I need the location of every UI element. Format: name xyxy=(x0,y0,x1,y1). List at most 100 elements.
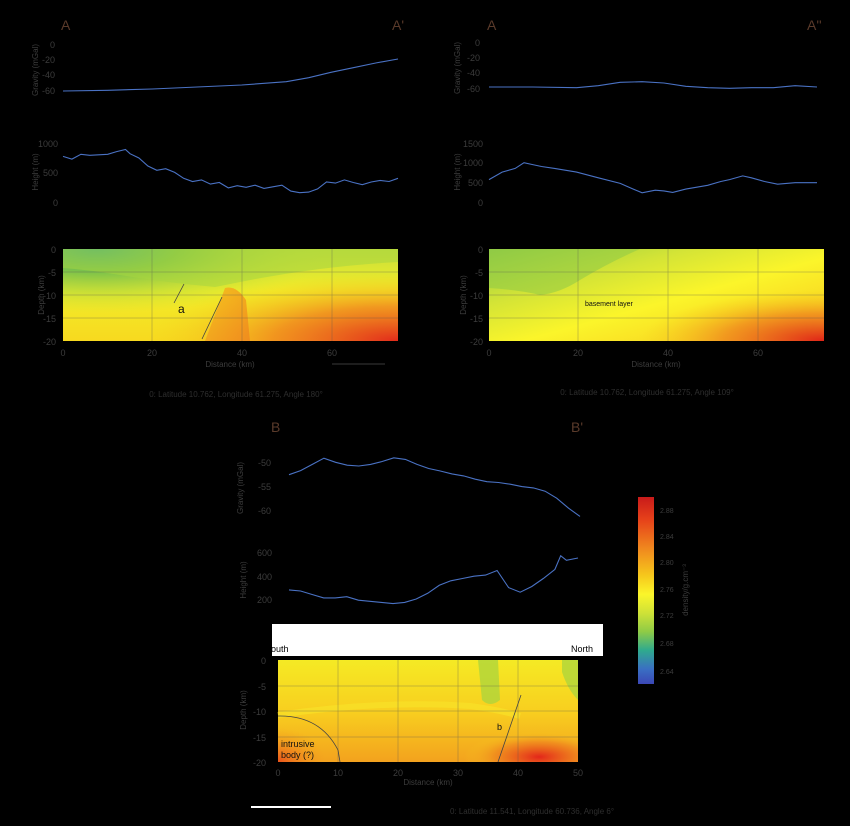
x-axis-label: Distance (km) xyxy=(205,360,255,369)
tick: 40 xyxy=(663,348,673,358)
annotation-a: a xyxy=(178,302,185,316)
boundary-line xyxy=(173,283,185,304)
tick: 500 xyxy=(43,168,58,178)
tick: -20 xyxy=(43,337,56,347)
depth-ticks-b: 0 -5 -10 -15 -20 xyxy=(253,656,266,768)
tick: -10 xyxy=(470,291,483,301)
tick: 1000 xyxy=(38,139,58,149)
tick: 0 xyxy=(51,245,56,255)
tick: 0 xyxy=(53,198,58,208)
caption-a1: 0: Latitude 10.762, Longitude 61.275, An… xyxy=(149,390,323,399)
gravity-profile-b xyxy=(288,457,581,517)
tick: -10 xyxy=(253,707,266,717)
gravity-ticks-b: -50 -55 -60 xyxy=(258,458,271,516)
tick: 30 xyxy=(453,768,463,778)
tick: 0 xyxy=(478,245,483,255)
colorbar-gradient xyxy=(638,497,654,684)
intrusive-body-boundary xyxy=(277,715,341,763)
height-ticks-a1: 1000 500 0 xyxy=(38,139,58,208)
annotation-intrusive: intrusive xyxy=(281,739,315,749)
annotation-body: body (?) xyxy=(281,750,314,760)
height-axis-label: Height (m) xyxy=(239,561,248,599)
depth-axis-label: Depth (km) xyxy=(459,275,468,315)
tick: -20 xyxy=(467,53,480,63)
fault-line xyxy=(497,694,522,763)
tick: 0 xyxy=(50,40,55,50)
tick: 40 xyxy=(513,768,523,778)
tick: 2.64 xyxy=(660,669,674,676)
density-section-a1: a xyxy=(63,249,398,341)
caption-b: 0: Latitude 11.541, Longitude 60.736, An… xyxy=(450,807,614,816)
x-ticks-a1: 0 20 40 60 xyxy=(60,348,337,358)
tick: 600 xyxy=(257,548,272,558)
depth-axis-label: Depth (km) xyxy=(37,275,46,315)
gravity-ticks-a2: 0 -20 -40 -60 xyxy=(467,38,480,94)
tick: 2.80 xyxy=(660,560,674,567)
tick: 20 xyxy=(393,768,403,778)
north-label: North xyxy=(571,644,593,654)
depth-ticks-a1: 0 -5 -10 -15 -20 xyxy=(43,245,56,347)
density-section-b: b intrusive body (?) xyxy=(277,660,578,763)
marker-b: B xyxy=(271,419,280,435)
gravity-axis-label: Gravity (mGal) xyxy=(453,42,462,94)
height-axis-label: Height (m) xyxy=(453,153,462,191)
tick: -40 xyxy=(467,68,480,78)
tick: 2.88 xyxy=(660,508,674,515)
tick: 1000 xyxy=(463,158,483,168)
tick: 0 xyxy=(475,38,480,48)
tick: 60 xyxy=(753,348,763,358)
tick: -60 xyxy=(42,86,55,96)
tick: 0 xyxy=(275,768,280,778)
height-profile-a1 xyxy=(62,148,399,194)
fault-line xyxy=(201,296,223,340)
colorbar: 2.88 2.84 2.80 2.76 2.72 2.68 2.64 densi… xyxy=(638,497,690,684)
tick: 500 xyxy=(468,178,483,188)
tick: -50 xyxy=(258,458,271,468)
tick: -20 xyxy=(42,55,55,65)
annotation-b: b xyxy=(497,722,502,732)
density-section-a2: basement layer xyxy=(489,249,824,341)
panel-a1: A A' Gravity (mGal) 0 -20 -40 -60 Height… xyxy=(31,17,404,399)
gravity-profile-a2 xyxy=(489,81,818,89)
tick: -5 xyxy=(475,268,483,278)
tick: 0 xyxy=(261,656,266,666)
tick: 50 xyxy=(573,768,583,778)
height-ticks-b: 600 400 200 xyxy=(257,548,272,605)
marker-a: A xyxy=(487,17,497,33)
colorbar-ticks: 2.88 2.84 2.80 2.76 2.72 2.68 2.64 xyxy=(660,508,674,676)
tick: 2.72 xyxy=(660,613,674,620)
gravity-axis-label: Gravity (mGal) xyxy=(236,462,245,514)
tick: 400 xyxy=(257,572,272,582)
tick: -40 xyxy=(42,70,55,80)
tick: -15 xyxy=(43,314,56,324)
tick: -20 xyxy=(253,758,266,768)
gravity-profile-a1 xyxy=(62,58,399,92)
tick: -5 xyxy=(48,268,56,278)
gravity-ticks-a1: 0 -20 -40 -60 xyxy=(42,40,55,96)
tick: 0 xyxy=(478,198,483,208)
tick: 0 xyxy=(60,348,65,358)
tick: -60 xyxy=(467,84,480,94)
x-axis-label: Distance (km) xyxy=(631,360,681,369)
marker-a: A xyxy=(61,17,71,33)
panel-a2: A A'' Gravity (mGal) 0 -20 -40 -60 Heigh… xyxy=(453,17,824,397)
tick: -60 xyxy=(258,506,271,516)
tick: -55 xyxy=(258,482,271,492)
tick: 2.84 xyxy=(660,534,674,541)
tick: 10 xyxy=(333,768,343,778)
tick: -5 xyxy=(258,682,266,692)
depth-ticks-a2: 0 -5 -10 -15 -20 xyxy=(470,245,483,347)
marker-b-prime: B' xyxy=(571,419,583,435)
south-label: outh xyxy=(271,644,289,654)
tick: 1500 xyxy=(463,139,483,149)
annotation-basement-layer: basement layer xyxy=(585,301,634,308)
depth-axis-label: Depth (km) xyxy=(239,690,248,730)
marker-a-prime: A' xyxy=(392,17,404,33)
tick: 2.68 xyxy=(660,641,674,648)
tick: -20 xyxy=(470,337,483,347)
gravity-axis-label: Gravity (mGal) xyxy=(31,44,40,96)
height-ticks-a2: 1500 1000 500 0 xyxy=(463,139,483,208)
tick: 20 xyxy=(573,348,583,358)
x-axis-label: Distance (km) xyxy=(403,778,453,787)
